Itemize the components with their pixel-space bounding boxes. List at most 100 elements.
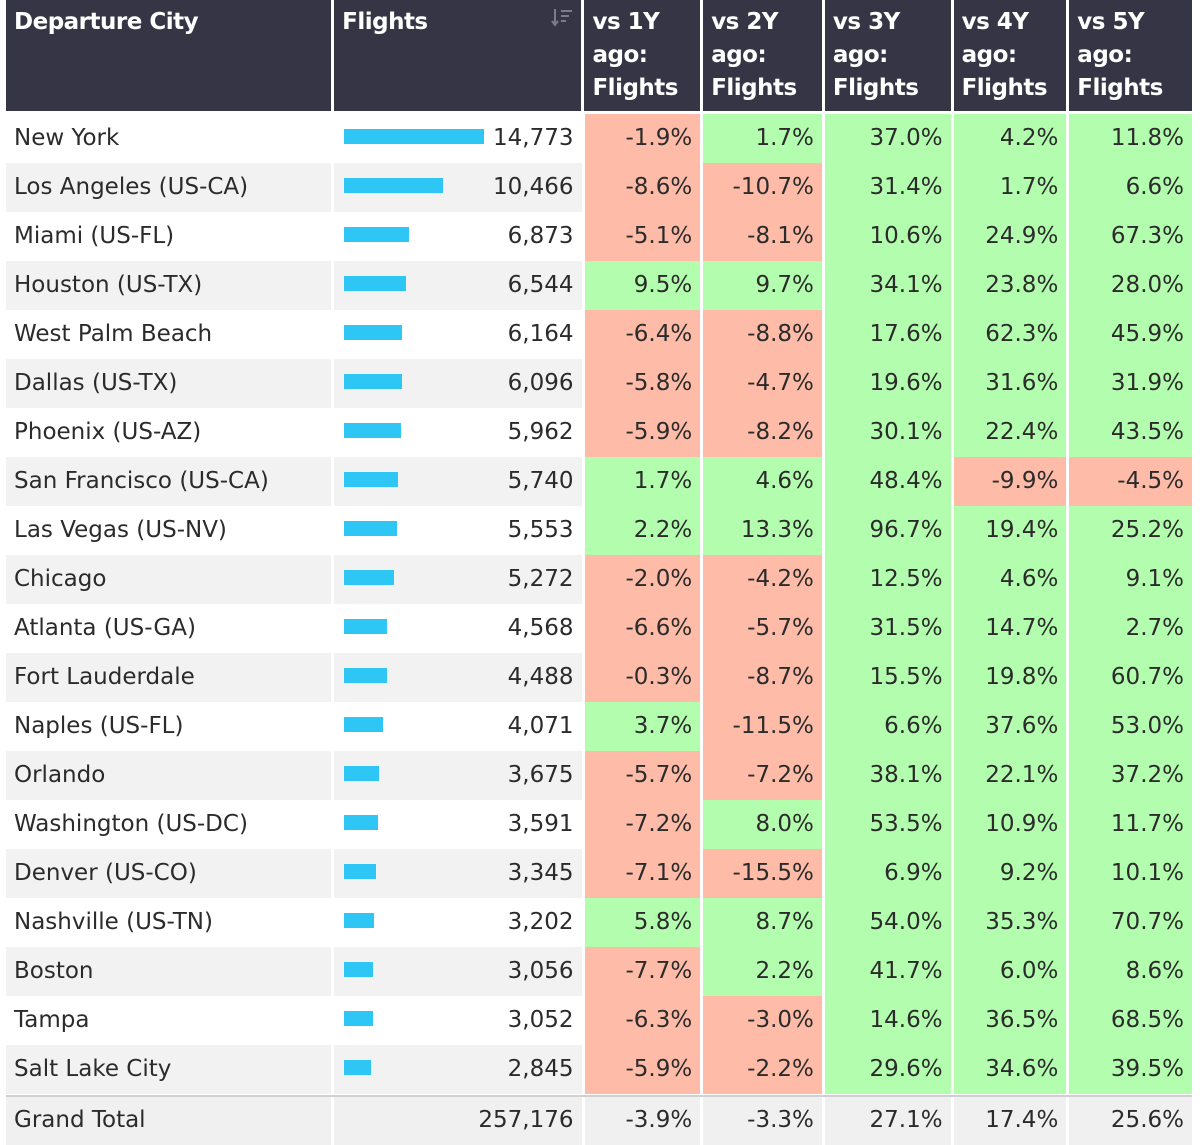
flights-value: 3,056 (507, 958, 574, 984)
column-header-flights-label: Flights (342, 9, 428, 35)
vs-5y-cell: 31.9% (1069, 359, 1192, 408)
vs-5y-cell: 8.6% (1069, 947, 1192, 996)
vs-1y-cell: -7.2% (584, 800, 701, 849)
column-header-vs-5y[interactable]: vs 5Y ago: Flights (1069, 0, 1192, 111)
departure-city-cell: Atlanta (US-GA) (14, 615, 196, 641)
table-row[interactable]: New York 14,773 -1.9% 1.7% 37.0% 4.2% 11.8% (6, 114, 1192, 163)
table-row[interactable]: Nashville (US-TN) 3,202 5.8% 8.7% 54.0% 35.3%… (6, 898, 1192, 947)
departure-city-cell: Chicago (6, 555, 332, 604)
vs-1y-cell: -5.9% (584, 408, 701, 457)
vs-3y-cell: 54.0% (824, 898, 951, 947)
vs-2y-cell: 9.7% (703, 261, 822, 310)
flights-value: 6,873 (507, 223, 574, 249)
table-row[interactable]: Atlanta (US-GA) 4,568 -6.6% -5.7% 31.5% 14.7%… (6, 604, 1192, 653)
vs-5y-cell: 9.1% (1069, 555, 1192, 604)
vs-4y-cell: 23.8% (953, 261, 1067, 310)
column-header-vs-3y[interactable]: vs 3Y ago: Flights (824, 0, 951, 111)
flights-cell: 3,056 (334, 947, 582, 996)
flights-bar (344, 913, 375, 928)
vs-2y-cell: -7.2% (703, 751, 822, 800)
vs-4y-cell: 36.5% (953, 996, 1067, 1045)
flights-value: 3,345 (507, 860, 574, 886)
column-header-flights[interactable]: Flights (334, 0, 582, 111)
vs-1y-cell: -5.8% (584, 359, 701, 408)
vs-4y-cell: -9.9% (953, 457, 1067, 506)
flights-cell: 5,962 (334, 408, 581, 457)
vs-4y-cell: 24.9% (953, 212, 1067, 261)
vs-1y-cell: 9.5% (584, 261, 701, 310)
flights-bar (344, 276, 407, 291)
table-row[interactable]: Washington (US-DC) 3,591 -7.2% 8.0% 53.5% 10.… (6, 800, 1192, 849)
column-header-vs-1y[interactable]: vs 1Y ago: Flights (584, 0, 701, 111)
flights-cell: 6,164 (334, 310, 581, 359)
flights-bar (344, 423, 402, 438)
vs-2y-cell: -15.5% (703, 849, 822, 898)
table-row[interactable]: Las Vegas (US-NV) 5,553 2.2% 13.3% 96.7% 19.4… (6, 506, 1192, 555)
flights-cell: 2,845 (334, 1045, 582, 1094)
flights-value: 4,071 (507, 713, 574, 739)
vs-4y-cell: 1.7% (953, 163, 1067, 212)
table-body: New York 14,773 -1.9% 1.7% 37.0% 4.2% 11.8% Los… (6, 114, 1192, 1094)
vs-2y-cell: -4.2% (703, 555, 822, 604)
flights-bar (344, 717, 384, 732)
vs-2y-cell: 1.7% (703, 114, 822, 163)
flights-cell: 3,052 (334, 996, 581, 1045)
column-header-vs-2y[interactable]: vs 2Y ago: Flights (703, 0, 822, 111)
table-row[interactable]: Dallas (US-TX) 6,096 -5.8% -4.7% 19.6% 31.6% 3… (6, 359, 1192, 408)
vs-5y-cell: 28.0% (1069, 261, 1192, 310)
table-row[interactable]: Chicago 5,272 -2.0% -4.2% 12.5% 4.6% 9.1% (6, 555, 1192, 604)
vs-2y-cell: -8.2% (703, 408, 822, 457)
table-row[interactable]: Naples (US-FL) 4,071 3.7% -11.5% 6.6% 37.6% 53… (6, 702, 1192, 751)
vs-3y-cell: 29.6% (824, 1045, 951, 1094)
column-header-departure-city[interactable]: Departure City (6, 0, 332, 111)
vs-1y-cell: 2.2% (584, 506, 701, 555)
flights-bar (344, 472, 399, 487)
table-row[interactable]: Orlando 3,675 -5.7% -7.2% 38.1% 22.1% 37.2% (6, 751, 1192, 800)
flights-value: 5,962 (507, 419, 574, 445)
table-header: Departure City Flights vs 1Y ago: Flight… (6, 0, 1192, 111)
table-row[interactable]: Houston (US-TX) 6,544 9.5% 9.7% 34.1% 23.8% 28… (6, 261, 1192, 310)
table-row[interactable]: Salt Lake City 2,845 -5.9% -2.2% 29.6% 34.6% 3… (6, 1045, 1192, 1094)
flights-value: 6,096 (507, 370, 574, 396)
flights-value: 5,553 (507, 517, 574, 543)
table-row[interactable]: Tampa 3,052 -6.3% -3.0% 14.6% 36.5% 68.5% (6, 996, 1192, 1045)
departure-city-cell: Las Vegas (US-NV) (14, 517, 227, 543)
departure-city-cell: Salt Lake City (6, 1045, 332, 1094)
table-row[interactable]: West Palm Beach 6,164 -6.4% -8.8% 17.6% 62.3%… (6, 310, 1192, 359)
vs-3y-cell: 38.1% (824, 751, 951, 800)
column-header-vs-4y[interactable]: vs 4Y ago: Flights (953, 0, 1067, 111)
vs-5y-cell: 37.2% (1069, 751, 1192, 800)
flights-cell: 4,568 (334, 604, 581, 653)
sort-descending-icon[interactable] (551, 6, 573, 28)
vs-3y-cell: 19.6% (824, 359, 951, 408)
vs-1y-cell: 5.8% (584, 898, 701, 947)
vs-2y-cell: 8.7% (703, 898, 822, 947)
table-row[interactable]: Fort Lauderdale 4,488 -0.3% -8.7% 15.5% 19.8%… (6, 653, 1192, 702)
grand-total-vs-2y: -3.3% (703, 1097, 822, 1145)
vs-3y-cell: 12.5% (824, 555, 951, 604)
vs-5y-cell: 43.5% (1069, 408, 1192, 457)
flights-value: 5,740 (507, 468, 574, 494)
departure-city-cell: Washington (US-DC) (14, 811, 248, 837)
flights-cell: 5,272 (334, 555, 582, 604)
table-row[interactable]: Miami (US-FL) 6,873 -5.1% -8.1% 10.6% 24.9% 67… (6, 212, 1192, 261)
table-row[interactable]: Boston 3,056 -7.7% 2.2% 41.7% 6.0% 8.6% (6, 947, 1192, 996)
vs-3y-cell: 37.0% (824, 114, 951, 163)
table-row[interactable]: Denver (US-CO) 3,345 -7.1% -15.5% 6.9% 9.2% 10… (6, 849, 1192, 898)
flights-bar (344, 962, 374, 977)
departure-city-cell: Boston (6, 947, 332, 996)
table-row[interactable]: Los Angeles (US-CA) 10,466 -8.6% -10.7% 31.4… (6, 163, 1192, 212)
vs-4y-cell: 31.6% (953, 359, 1067, 408)
vs-4y-cell: 22.1% (953, 751, 1067, 800)
table-row[interactable]: San Francisco (US-CA) 5,740 1.7% 4.6% 48.4% -… (6, 457, 1192, 506)
vs-3y-cell: 96.7% (824, 506, 951, 555)
table-row[interactable]: Phoenix (US-AZ) 5,962 -5.9% -8.2% 30.1% 22.4%… (6, 408, 1192, 457)
departure-city-cell: Miami (US-FL) (14, 223, 175, 249)
vs-2y-cell: -8.8% (703, 310, 822, 359)
flights-cell: 5,553 (334, 506, 581, 555)
vs-2y-cell: -8.7% (703, 653, 822, 702)
departure-city-cell: Fort Lauderdale (6, 653, 332, 702)
vs-3y-cell: 6.6% (824, 702, 951, 751)
vs-2y-cell: 8.0% (703, 800, 822, 849)
vs-2y-cell: -10.7% (703, 163, 822, 212)
